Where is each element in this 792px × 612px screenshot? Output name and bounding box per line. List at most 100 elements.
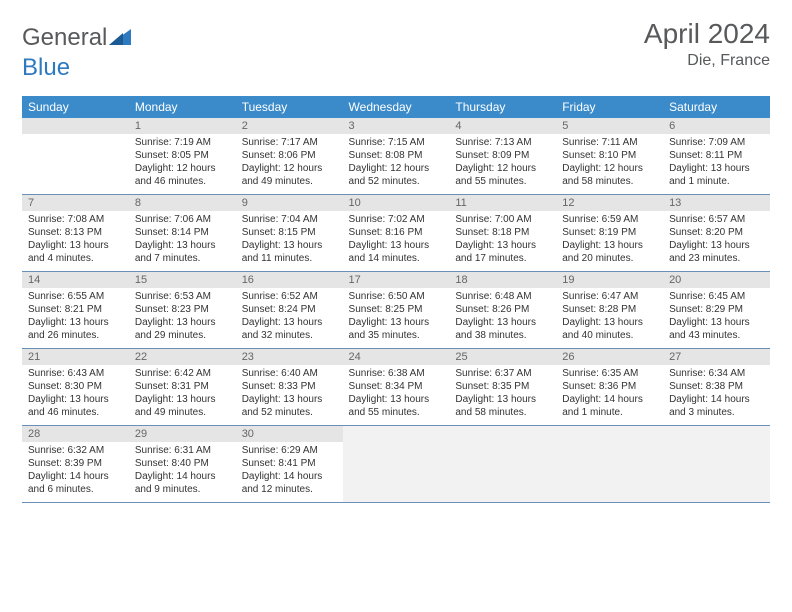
day-data-cell: Sunrise: 6:59 AMSunset: 8:19 PMDaylight:… (556, 211, 663, 272)
day-data-cell: Sunrise: 7:09 AMSunset: 8:11 PMDaylight:… (663, 134, 770, 195)
day-number-cell: 25 (449, 349, 556, 366)
sunset-text: Sunset: 8:11 PM (669, 149, 764, 162)
day-data-cell: Sunrise: 6:31 AMSunset: 8:40 PMDaylight:… (129, 442, 236, 503)
daylight-text: Daylight: 13 hours and 49 minutes. (135, 393, 230, 419)
daylight-text: Daylight: 13 hours and 58 minutes. (455, 393, 550, 419)
day-data-cell: Sunrise: 7:11 AMSunset: 8:10 PMDaylight:… (556, 134, 663, 195)
sunrise-text: Sunrise: 6:43 AM (28, 367, 123, 380)
day-data-cell (343, 442, 450, 503)
daylight-text: Daylight: 13 hours and 38 minutes. (455, 316, 550, 342)
sunset-text: Sunset: 8:16 PM (349, 226, 444, 239)
sunrise-text: Sunrise: 6:53 AM (135, 290, 230, 303)
day-number-cell: 12 (556, 195, 663, 212)
day-number-cell: 28 (22, 426, 129, 443)
sunset-text: Sunset: 8:30 PM (28, 380, 123, 393)
day-data-cell: Sunrise: 7:00 AMSunset: 8:18 PMDaylight:… (449, 211, 556, 272)
sunset-text: Sunset: 8:08 PM (349, 149, 444, 162)
day-data-cell: Sunrise: 7:06 AMSunset: 8:14 PMDaylight:… (129, 211, 236, 272)
daylight-text: Daylight: 14 hours and 3 minutes. (669, 393, 764, 419)
daylight-text: Daylight: 13 hours and 29 minutes. (135, 316, 230, 342)
day-data-cell: Sunrise: 6:42 AMSunset: 8:31 PMDaylight:… (129, 365, 236, 426)
daylight-text: Daylight: 12 hours and 58 minutes. (562, 162, 657, 188)
sunset-text: Sunset: 8:20 PM (669, 226, 764, 239)
logo-text-blue: Blue (22, 54, 70, 82)
sunrise-text: Sunrise: 6:37 AM (455, 367, 550, 380)
daylight-text: Daylight: 13 hours and 40 minutes. (562, 316, 657, 342)
day-number-cell: 8 (129, 195, 236, 212)
sunset-text: Sunset: 8:39 PM (28, 457, 123, 470)
daylight-text: Daylight: 13 hours and 43 minutes. (669, 316, 764, 342)
sunset-text: Sunset: 8:09 PM (455, 149, 550, 162)
dow-row: Sunday Monday Tuesday Wednesday Thursday… (22, 96, 770, 118)
sunrise-text: Sunrise: 6:47 AM (562, 290, 657, 303)
daylight-text: Daylight: 13 hours and 7 minutes. (135, 239, 230, 265)
day-data-cell (663, 442, 770, 503)
day-data-cell: Sunrise: 7:08 AMSunset: 8:13 PMDaylight:… (22, 211, 129, 272)
dow-friday: Friday (556, 96, 663, 118)
sunset-text: Sunset: 8:41 PM (242, 457, 337, 470)
logo: General (22, 18, 133, 52)
day-number-cell: 3 (343, 118, 450, 134)
day-data-cell: Sunrise: 7:13 AMSunset: 8:09 PMDaylight:… (449, 134, 556, 195)
data-row: Sunrise: 6:55 AMSunset: 8:21 PM Daylight:… (22, 288, 770, 349)
day-data-cell (556, 442, 663, 503)
calendar-table: Sunday Monday Tuesday Wednesday Thursday… (22, 96, 770, 503)
sunrise-text: Sunrise: 6:50 AM (349, 290, 444, 303)
day-data-cell (22, 134, 129, 195)
sunrise-text: Sunrise: 6:55 AM (28, 290, 123, 303)
daynum-row: 14151617181920 (22, 272, 770, 289)
data-row: Sunrise: 6:32 AMSunset: 8:39 PMDaylight:… (22, 442, 770, 503)
day-data-cell: Sunrise: 6:53 AMSunset: 8:23 PMDaylight:… (129, 288, 236, 349)
daynum-row: 123456 (22, 118, 770, 134)
dow-thursday: Thursday (449, 96, 556, 118)
day-data-cell: Sunrise: 7:04 AMSunset: 8:15 PMDaylight:… (236, 211, 343, 272)
sunrise-text: Sunrise: 7:19 AM (135, 136, 230, 149)
sunset-text: Sunset: 8:24 PM (242, 303, 337, 316)
sunrise-text: Sunrise: 6:31 AM (135, 444, 230, 457)
dow-sunday: Sunday (22, 96, 129, 118)
day-number-cell: 11 (449, 195, 556, 212)
day-data-cell: Sunrise: 6:50 AMSunset: 8:25 PMDaylight:… (343, 288, 450, 349)
daylight-text: Daylight: 13 hours and 55 minutes. (349, 393, 444, 419)
day-data-cell: Sunrise: 6:37 AMSunset: 8:35 PMDaylight:… (449, 365, 556, 426)
sunrise-text: Sunrise: 6:34 AM (669, 367, 764, 380)
daylight-text: Daylight: 14 hours and 9 minutes. (135, 470, 230, 496)
day-number-cell: 9 (236, 195, 343, 212)
day-data-cell: Sunrise: 7:15 AMSunset: 8:08 PMDaylight:… (343, 134, 450, 195)
day-data-cell: Sunrise: 6:32 AMSunset: 8:39 PMDaylight:… (22, 442, 129, 503)
dow-monday: Monday (129, 96, 236, 118)
sunset-text: Sunset: 8:28 PM (562, 303, 657, 316)
sunset-text: Sunset: 8:21 PM (28, 303, 123, 316)
sunset-text: Sunset: 8:10 PM (562, 149, 657, 162)
day-number-cell: 6 (663, 118, 770, 134)
data-row: Sunrise: 7:08 AMSunset: 8:13 PMDaylight:… (22, 211, 770, 272)
daylight-text: Daylight: 14 hours and 6 minutes. (28, 470, 123, 496)
day-number-cell: 15 (129, 272, 236, 289)
day-data-cell: Sunrise: 6:43 AMSunset: 8:30 PMDaylight:… (22, 365, 129, 426)
day-data-cell: Sunrise: 6:29 AMSunset: 8:41 PMDaylight:… (236, 442, 343, 503)
sunrise-text: Sunrise: 7:11 AM (562, 136, 657, 149)
sunrise-text: Sunrise: 7:06 AM (135, 213, 230, 226)
day-data-cell (449, 442, 556, 503)
day-data-cell: Sunrise: 6:57 AMSunset: 8:20 PMDaylight:… (663, 211, 770, 272)
daylight-text: Daylight: 13 hours and 32 minutes. (242, 316, 337, 342)
sunset-text: Sunset: 8:26 PM (455, 303, 550, 316)
day-data-cell: Sunrise: 6:48 AMSunset: 8:26 PMDaylight:… (449, 288, 556, 349)
sunset-text: Sunset: 8:40 PM (135, 457, 230, 470)
daylight-text: Daylight: 13 hours and 14 minutes. (349, 239, 444, 265)
daylight-text: Daylight: 13 hours and 4 minutes. (28, 239, 123, 265)
day-number-cell: 27 (663, 349, 770, 366)
sunrise-text: Sunrise: 6:59 AM (562, 213, 657, 226)
day-data-cell: Sunrise: 7:17 AMSunset: 8:06 PMDaylight:… (236, 134, 343, 195)
sunset-text: Sunset: 8:36 PM (562, 380, 657, 393)
daylight-text: Daylight: 14 hours and 12 minutes. (242, 470, 337, 496)
daylight-text: Daylight: 13 hours and 35 minutes. (349, 316, 444, 342)
day-number-cell: 24 (343, 349, 450, 366)
dow-wednesday: Wednesday (343, 96, 450, 118)
day-number-cell: 26 (556, 349, 663, 366)
sunrise-text: Sunrise: 6:45 AM (669, 290, 764, 303)
day-data-cell: Sunrise: 6:35 AMSunset: 8:36 PMDaylight:… (556, 365, 663, 426)
logo-text-general: General (22, 24, 107, 52)
day-number-cell: 20 (663, 272, 770, 289)
day-number-cell: 30 (236, 426, 343, 443)
